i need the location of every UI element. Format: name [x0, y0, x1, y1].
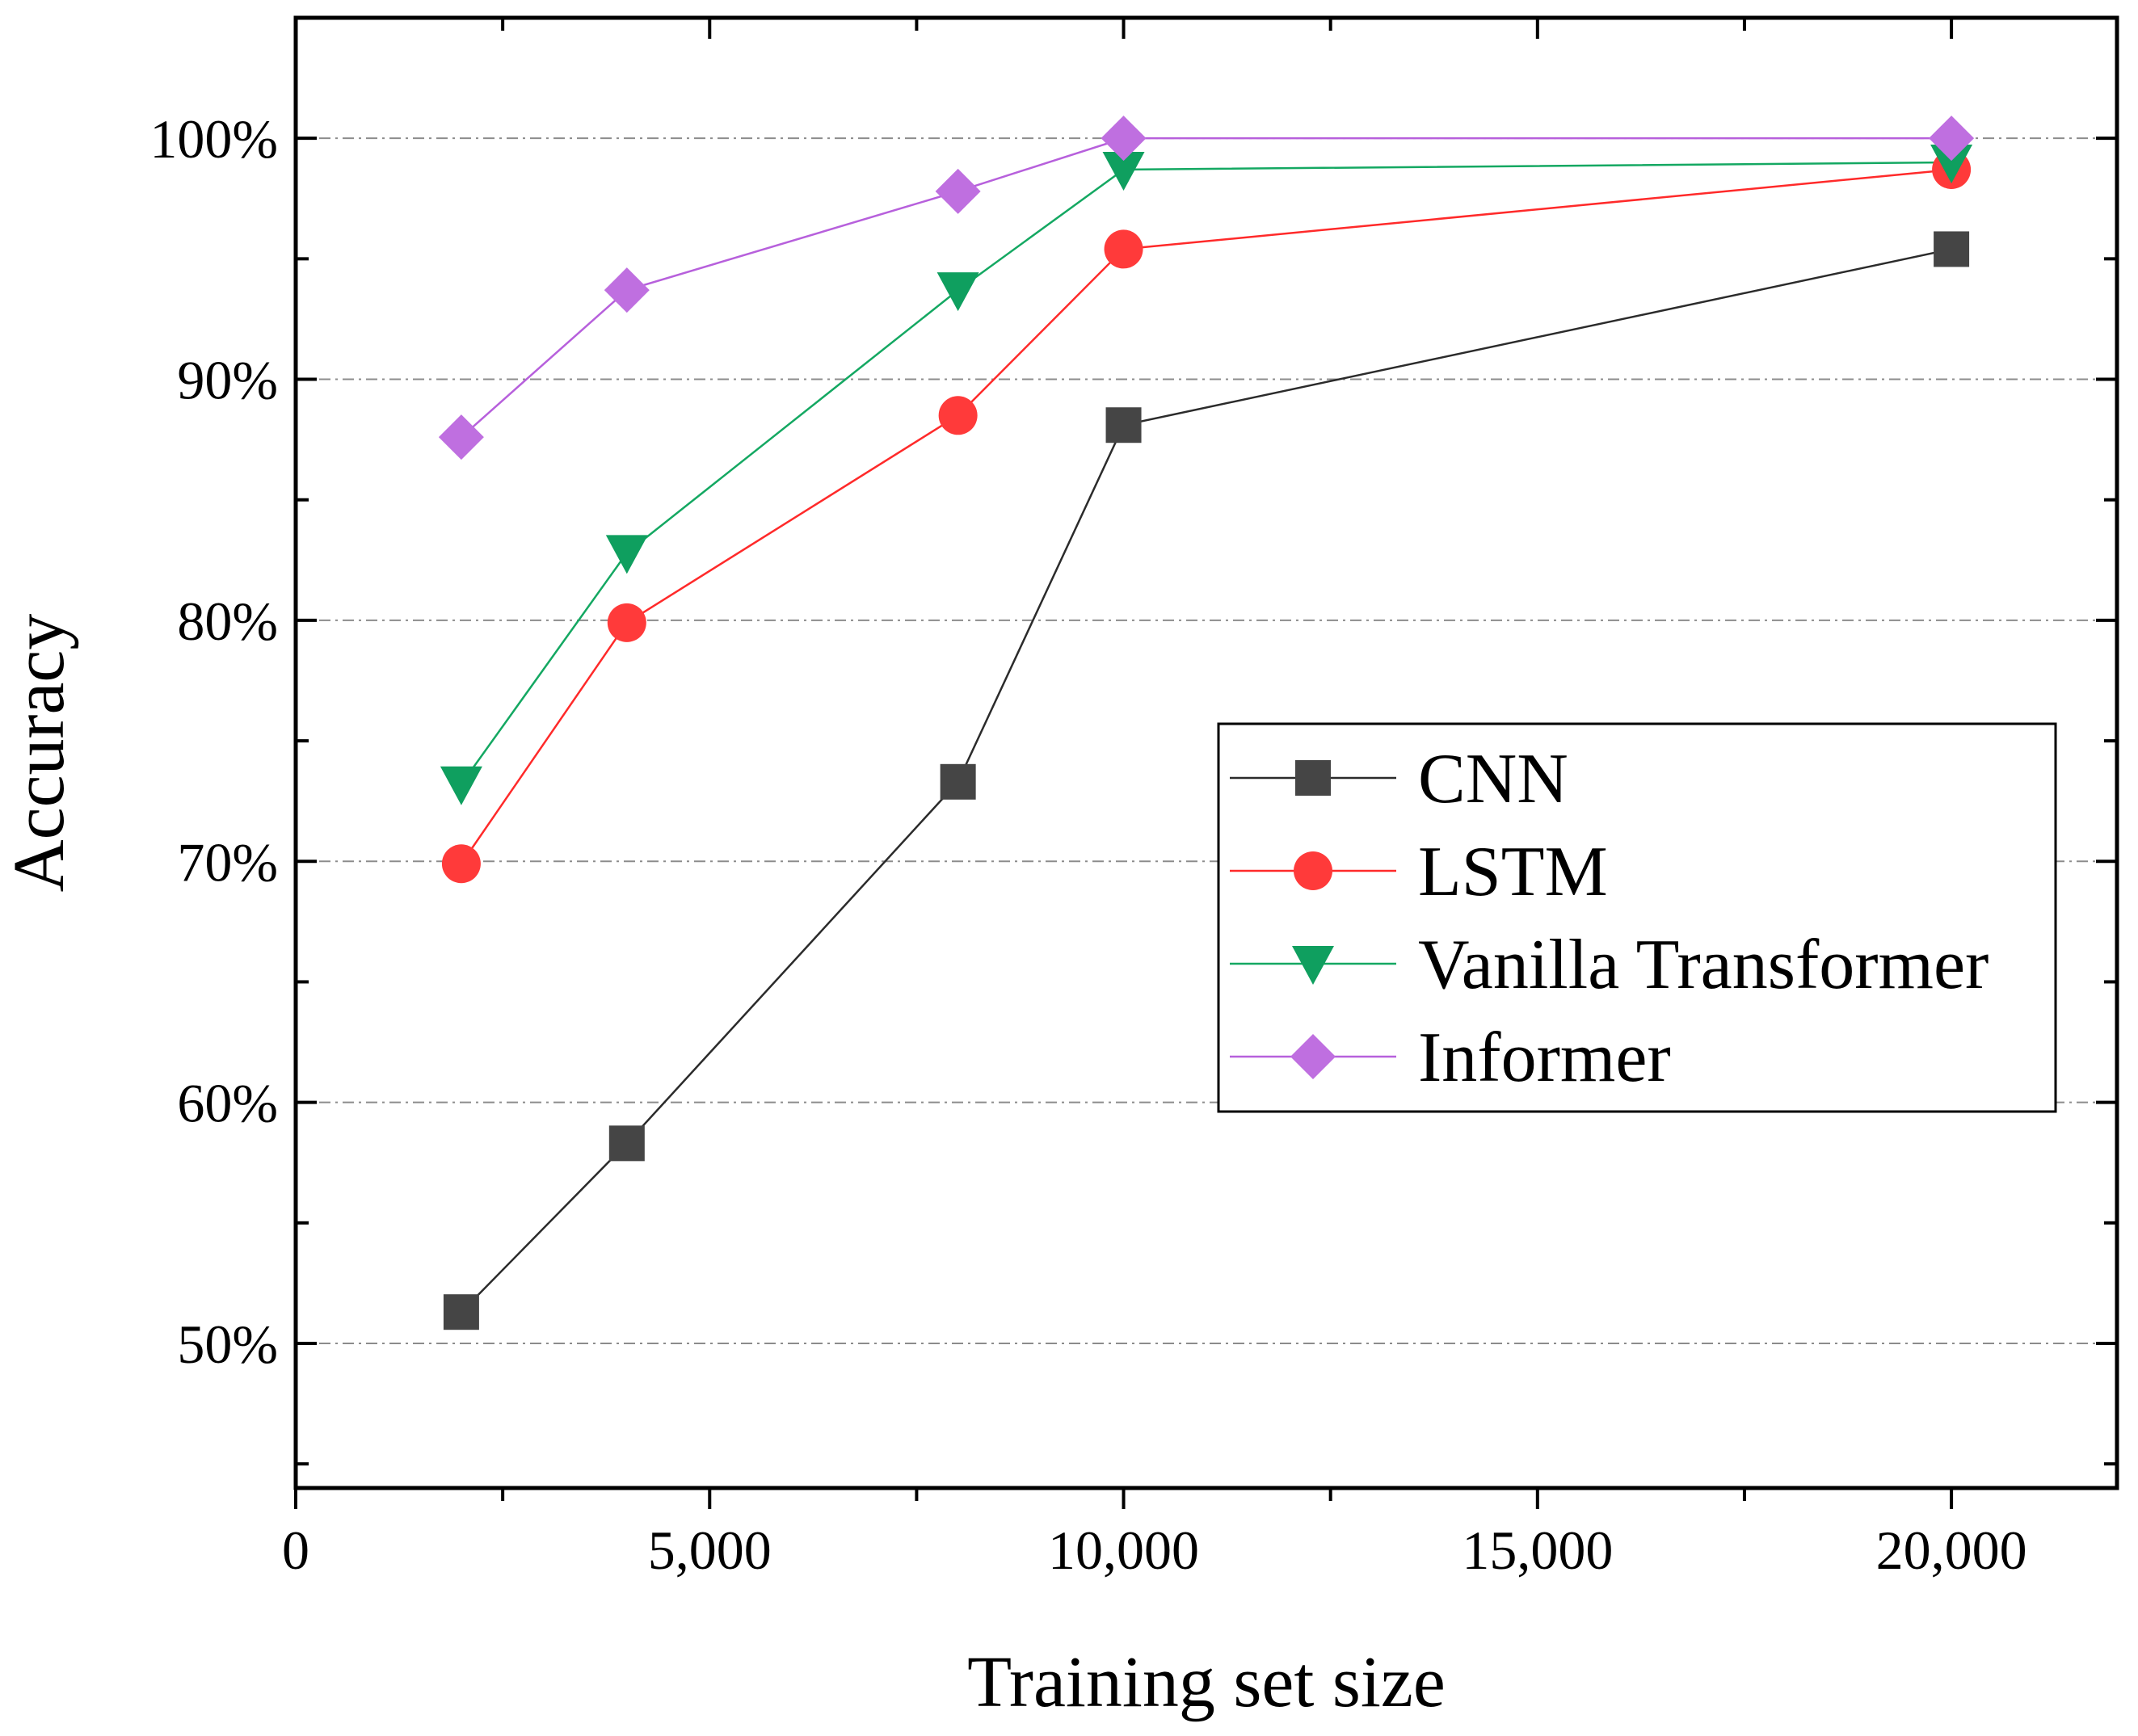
data-point-cnn — [608, 1125, 645, 1162]
data-point-cnn — [1934, 231, 1970, 267]
data-point-informer — [438, 414, 484, 460]
legend-marker-vanilla-transformer — [1292, 946, 1334, 985]
data-point-informer — [1929, 116, 1975, 162]
data-point-lstm — [607, 603, 646, 642]
y-tick-label: 60% — [177, 1073, 278, 1134]
data-point-vanilla-transformer — [440, 766, 482, 805]
data-point-cnn — [1105, 407, 1142, 443]
y-tick-label: 100% — [149, 108, 278, 170]
data-point-informer — [604, 267, 650, 313]
x-tick-label: 10,000 — [1048, 1520, 1199, 1581]
x-tick-label: 0 — [282, 1520, 309, 1581]
data-point-vanilla-transformer — [936, 272, 979, 312]
y-tick-label: 90% — [177, 350, 278, 411]
data-point-vanilla-transformer — [1930, 145, 1973, 184]
legend-box — [1217, 722, 2057, 1113]
y-axis-title: Accuracy — [0, 614, 79, 893]
x-tick-label: 20,000 — [1876, 1520, 2027, 1581]
series-line-vanilla-transformer — [460, 161, 1952, 785]
data-point-vanilla-transformer — [1102, 151, 1145, 191]
y-tick-label: 80% — [177, 591, 278, 652]
data-point-informer — [1101, 116, 1147, 162]
legend-marker-informer — [1290, 1034, 1336, 1079]
x-tick-label: 5,000 — [648, 1520, 772, 1581]
legend-label-cnn: CNN — [1418, 740, 1568, 818]
data-point-cnn — [443, 1294, 479, 1330]
data-point-lstm — [441, 844, 481, 884]
legend-marker-cnn — [1295, 760, 1331, 796]
plot-frame — [293, 15, 2119, 1490]
data-point-cnn — [940, 763, 976, 800]
series-line-informer — [461, 137, 1952, 439]
legend-marker-lstm — [1294, 851, 1332, 890]
legend-label-lstm: LSTM — [1418, 833, 1608, 911]
series-layer — [438, 116, 1975, 1330]
axis-ticks: 50% 60% 70% 80% 90% 100% 0 5,000 10,000 15,000 20,… — [149, 16, 2117, 1581]
legend-label-vanilla-transformer: Vanilla Transformer — [1418, 926, 1989, 1004]
legend: CNN LSTM Vanilla Transformer Informer — [1217, 722, 2057, 1113]
y-tick-label: 50% — [177, 1314, 278, 1375]
x-axis-title: Training set size — [967, 1642, 1446, 1722]
data-point-lstm — [1104, 229, 1143, 269]
y-tick-label: 70% — [177, 831, 278, 893]
legend-label-informer: Informer — [1418, 1019, 1671, 1097]
data-point-lstm — [938, 396, 978, 435]
data-point-informer — [935, 168, 981, 214]
x-tick-label: 15,000 — [1462, 1520, 1613, 1581]
data-point-vanilla-transformer — [605, 535, 648, 574]
